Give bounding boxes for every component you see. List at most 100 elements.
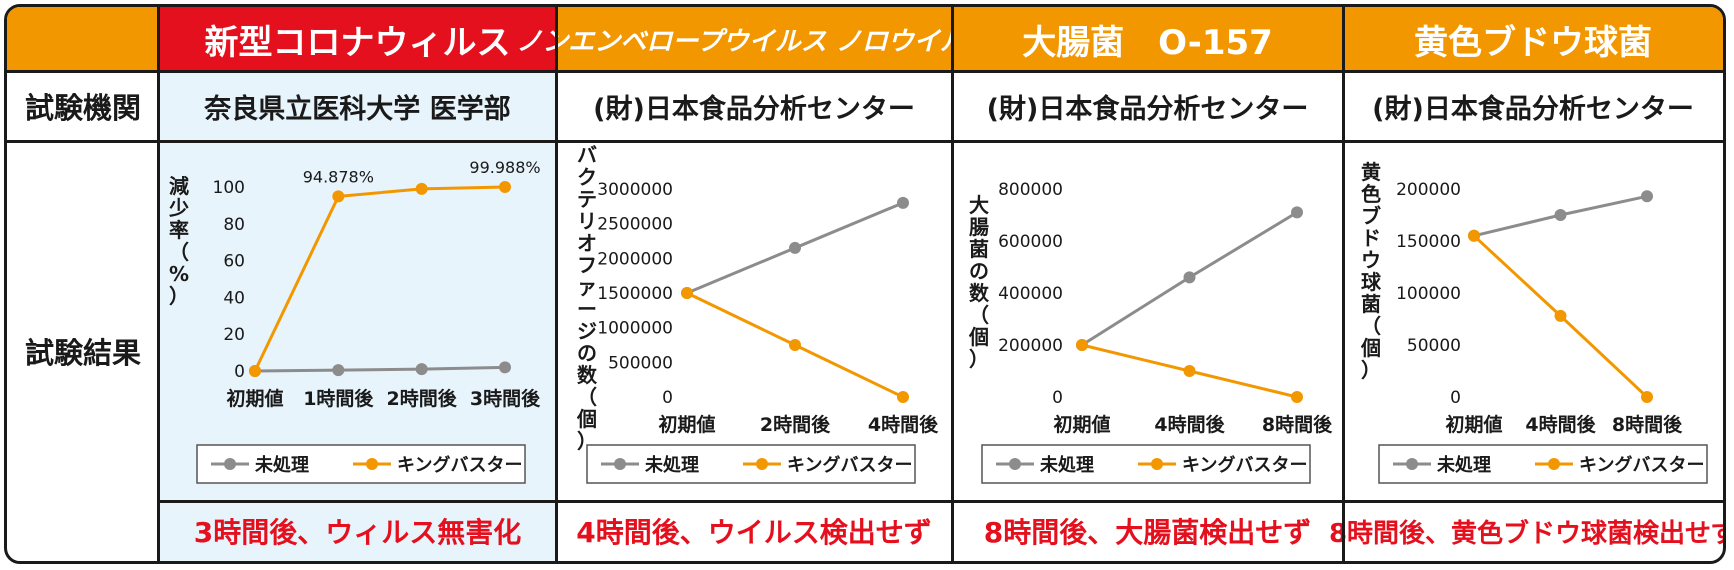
conclusion-3: 8時間後、大腸菌検出せず xyxy=(983,516,1312,549)
y-axis-label: 減少率（%） xyxy=(168,174,189,308)
institution-1: 奈良県立医科大学 医学部 xyxy=(159,71,556,141)
y-tick-label: 800000 xyxy=(998,180,1063,200)
x-tick-label: 初期値 xyxy=(658,413,715,436)
data-point xyxy=(499,181,511,194)
data-point xyxy=(1291,206,1303,219)
data-point xyxy=(897,196,909,209)
x-tick-label: 初期値 xyxy=(1445,413,1502,436)
row-label-result: 試験結果 xyxy=(24,336,141,370)
data-point xyxy=(897,391,909,403)
legend-marker xyxy=(614,458,626,470)
x-tick-label: 初期値 xyxy=(226,387,283,410)
divider xyxy=(555,7,558,561)
x-tick-label: 4時間後 xyxy=(868,413,939,436)
y-tick-label: 80 xyxy=(223,215,245,235)
y-tick-label: 200000 xyxy=(998,336,1063,356)
chart-panel-1 xyxy=(159,141,556,501)
y-tick-label: 200000 xyxy=(1396,180,1461,200)
y-tick-label: 0 xyxy=(1052,388,1063,408)
y-tick-label: 2500000 xyxy=(597,215,673,235)
conclusion-1: 3時間後、ウィルス無害化 xyxy=(159,501,556,561)
divider xyxy=(951,7,954,561)
legend-marker xyxy=(1548,458,1560,470)
header-norovirus: ノンエンベロープウイルス ノロウイルス xyxy=(516,7,992,71)
data-point xyxy=(1291,391,1303,403)
data-point xyxy=(415,363,428,376)
institution-4: (財)日本食品分析センター xyxy=(1372,93,1694,125)
data-point xyxy=(249,365,261,377)
data-point xyxy=(789,241,801,254)
y-tick-label: 0 xyxy=(662,388,673,408)
data-point xyxy=(789,339,801,351)
data-point xyxy=(499,361,511,374)
legend-label: キングバスター xyxy=(1579,454,1704,476)
header-staph: 黄色ブドウ球菌 xyxy=(1343,7,1723,71)
y-tick-label: 20 xyxy=(223,325,245,345)
legend-label: キングバスター xyxy=(787,454,912,476)
y-tick-label: 40 xyxy=(223,288,245,308)
divider xyxy=(157,7,160,561)
divider xyxy=(7,70,1723,73)
y-tick-label: 50000 xyxy=(1407,336,1461,356)
y-tick-label: 500000 xyxy=(608,353,673,373)
x-tick-label: 初期値 xyxy=(1053,413,1110,436)
x-tick-label: 3時間後 xyxy=(470,387,541,410)
y-tick-label: 100 xyxy=(213,178,245,198)
data-point xyxy=(1183,271,1196,284)
x-tick-label: 4時間後 xyxy=(1154,413,1225,436)
data-point xyxy=(1468,229,1480,242)
y-axis-label: 大腸菌の数（個） xyxy=(968,193,990,371)
y-tick-label: 2000000 xyxy=(597,249,673,269)
header-ecoli: 大腸菌 O-157 xyxy=(952,7,1343,71)
data-point xyxy=(1554,209,1567,221)
data-point xyxy=(1076,339,1088,351)
divider xyxy=(159,500,1723,503)
legend-marker xyxy=(366,458,378,470)
y-tick-label: 1500000 xyxy=(597,284,673,304)
x-tick-label: 2時間後 xyxy=(760,413,831,436)
header-coronavirus: 新型コロナウィルス xyxy=(159,7,556,71)
x-tick-label: 4時間後 xyxy=(1525,413,1596,436)
x-tick-label: 1時間後 xyxy=(303,387,374,410)
y-tick-label: 3000000 xyxy=(597,180,673,200)
data-point xyxy=(1641,391,1653,403)
y-tick-label: 1000000 xyxy=(597,319,673,339)
legend-marker xyxy=(1406,458,1418,470)
data-point xyxy=(681,287,693,299)
data-point xyxy=(332,190,345,203)
series-line-kingbuster xyxy=(253,185,506,372)
y-axis-label: バクテリオファージの数（個） xyxy=(576,143,598,453)
legend-marker xyxy=(1009,458,1021,470)
data-label: 99.988% xyxy=(469,158,540,177)
data-point xyxy=(332,364,345,377)
y-tick-label: 100000 xyxy=(1396,284,1461,304)
institution-2: (財)日本食品分析センター xyxy=(593,93,915,125)
data-label: 94.878% xyxy=(303,167,374,186)
data-point xyxy=(1554,309,1567,322)
conclusion-4: 8時間後、黄色ブドウ球菌検出せず xyxy=(1328,518,1726,549)
row-label-institution: 試験機関 xyxy=(24,91,141,125)
y-axis-label: 黄色ブドウ球菌（個） xyxy=(1360,160,1382,382)
charts-canvas: 0 20 40 60 80 100 初期値 1時間後 2時間後 3時間後 減少率（%） 94.878%… xyxy=(168,143,1708,484)
header-corner xyxy=(7,7,159,71)
legend-label: キングバスター xyxy=(397,454,522,476)
legend-marker xyxy=(1151,458,1163,470)
x-tick-label: 2時間後 xyxy=(387,387,458,410)
x-tick-label: 8時間後 xyxy=(1612,413,1683,436)
divider xyxy=(1342,7,1345,561)
conclusion-2: 4時間後、ウイルス検出せず xyxy=(576,516,932,549)
comparison-table: 新型コロナウィルス ノンエンベロープウイルス ノロウイルス 大腸菌 O-157 … xyxy=(4,4,1726,564)
data-point xyxy=(415,182,428,195)
legend-label: キングバスター xyxy=(1182,454,1307,476)
divider xyxy=(7,140,1723,143)
y-tick-label: 400000 xyxy=(998,284,1063,304)
legend-marker xyxy=(756,458,768,470)
y-tick-label: 0 xyxy=(1450,388,1461,408)
x-tick-label: 8時間後 xyxy=(1262,413,1333,436)
y-tick-label: 600000 xyxy=(998,232,1063,252)
data-point xyxy=(1641,190,1653,203)
institution-3: (財)日本食品分析センター xyxy=(986,93,1309,125)
legend-label: 未処理 xyxy=(255,454,309,476)
series-line-untreated xyxy=(254,365,506,373)
data-point xyxy=(1183,365,1196,377)
